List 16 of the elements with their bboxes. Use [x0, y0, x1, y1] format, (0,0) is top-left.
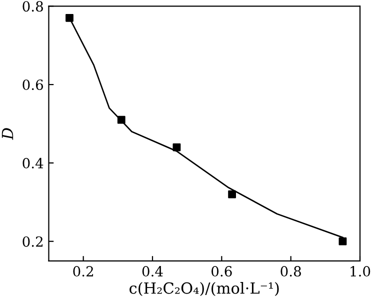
x-tick-label: 0.4 — [142, 266, 163, 277]
x-tick-label: 0.2 — [73, 266, 94, 277]
point — [228, 190, 236, 198]
x-tick-label: 0.8 — [280, 266, 301, 277]
x-tick-label: 0.6 — [212, 266, 232, 277]
y-tick-label: 0.2 — [22, 236, 43, 247]
y-tick-label: 0.8 — [22, 1, 43, 12]
y-tick-label: 0.4 — [22, 158, 44, 168]
y-axis-title: D — [2, 128, 14, 140]
x-tick-label: 1.0 — [350, 266, 370, 277]
point — [66, 14, 74, 22]
x-axis-title: c(H₂C₂O₄)/(mol·L⁻¹) — [130, 282, 279, 296]
point — [338, 237, 347, 246]
y-tick-label: 0.6 — [22, 80, 44, 90]
point — [117, 116, 126, 124]
point — [172, 143, 181, 152]
